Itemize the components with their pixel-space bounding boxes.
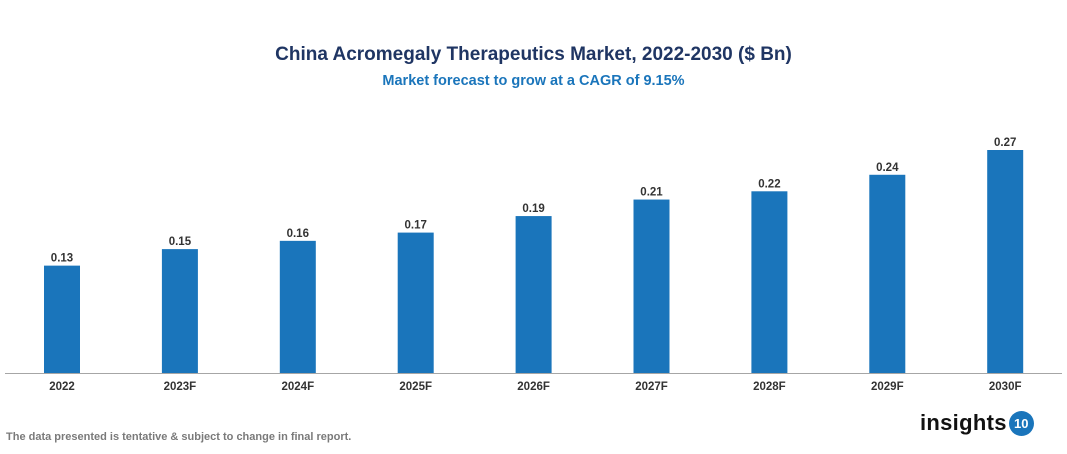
x-tick-label: 2026F — [517, 381, 550, 393]
bar-2027F — [633, 199, 670, 373]
bar-2025F — [397, 232, 434, 373]
logo-text: insights — [920, 410, 1007, 435]
data-label: 0.17 — [405, 220, 427, 232]
x-tick-label: 2029F — [871, 381, 904, 393]
x-tick-label: 2025F — [399, 381, 432, 393]
data-label: 0.19 — [522, 203, 544, 215]
x-tick-label: 2028F — [753, 381, 786, 393]
chart-title: China Acromegaly Therapeutics Market, 20… — [275, 44, 792, 65]
bar-2026F — [515, 216, 552, 373]
insights10-logo: insights 10 — [920, 410, 1034, 436]
data-label: 0.15 — [169, 236, 192, 248]
data-label: 0.24 — [876, 162, 899, 174]
bar-2028F — [751, 191, 788, 373]
data-label: 0.13 — [51, 253, 73, 265]
x-tick-label: 2022 — [49, 381, 75, 393]
chart-subtitle: Market forecast to grow at a CAGR of 9.1… — [382, 73, 685, 89]
logo-badge: 10 — [1008, 410, 1034, 436]
x-tick-label: 2030F — [989, 381, 1022, 393]
bar-2024F — [279, 240, 316, 373]
data-label: 0.22 — [758, 178, 780, 190]
bar-2022 — [44, 265, 80, 373]
bar-2030F — [987, 150, 1024, 373]
disclaimer-note: The data presented is tentative & subjec… — [6, 431, 352, 443]
data-label: 0.27 — [994, 137, 1016, 149]
bar-2029F — [869, 174, 906, 373]
data-label: 0.16 — [287, 228, 309, 240]
bar-2023F — [161, 249, 198, 373]
x-tick-label: 2023F — [164, 381, 197, 393]
x-tick-label: 2027F — [635, 381, 668, 393]
data-label: 0.21 — [640, 187, 663, 199]
x-tick-label: 2024F — [281, 381, 314, 393]
